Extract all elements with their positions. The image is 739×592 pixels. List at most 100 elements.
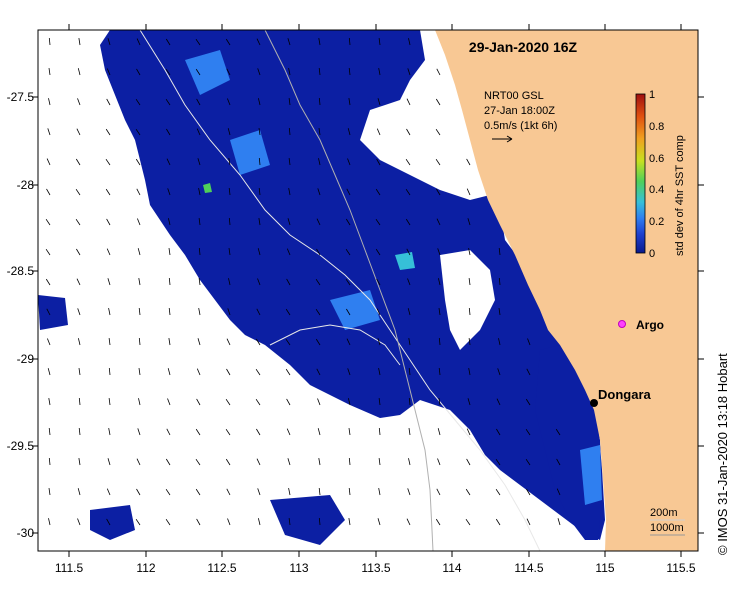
current-vector (106, 488, 111, 496)
land-area (435, 30, 698, 551)
current-vector (317, 398, 321, 406)
current-vector (497, 368, 501, 376)
current-vector (48, 488, 51, 496)
x-tick-label: 112.5 (207, 561, 236, 575)
sst-inner-gap (440, 250, 495, 350)
current-vector (348, 98, 351, 106)
current-vector (166, 128, 171, 136)
current-vector (226, 68, 231, 76)
current-vector (377, 338, 381, 346)
current-vector (406, 248, 411, 256)
map-frame (37, 29, 699, 552)
current-vector (288, 188, 291, 196)
current-vector (378, 488, 381, 496)
current-vector (105, 188, 111, 196)
colorbar (635, 93, 646, 254)
current-vector (318, 38, 321, 46)
legend-time: 27-Jan 18:00Z (484, 105, 555, 117)
current-vector (165, 68, 171, 76)
current-vector (77, 308, 81, 316)
current-vector (435, 518, 441, 526)
current-vector (287, 38, 291, 46)
current-vector (375, 218, 381, 226)
current-vector (228, 187, 231, 196)
current-vector (45, 278, 51, 286)
current-vector (227, 128, 231, 136)
current-vector (345, 218, 351, 226)
current-vector (136, 188, 141, 196)
current-vector (225, 428, 231, 436)
current-vector (347, 158, 351, 166)
legend-arrow (492, 135, 513, 143)
current-vector (75, 188, 81, 196)
y-axis-labels: -27.5 -28 -28.5 -29 -29.5 -30 (7, 90, 35, 540)
current-vector (286, 278, 291, 286)
current-vector (196, 128, 201, 136)
current-vector (468, 338, 471, 346)
current-vector (47, 338, 51, 346)
colorbar-tick-label: 0.6 (649, 153, 664, 165)
current-vector (168, 218, 171, 226)
current-vector (498, 247, 501, 256)
current-vector (255, 368, 261, 376)
current-vector (437, 428, 441, 436)
current-vector (137, 428, 141, 436)
current-vector (496, 428, 501, 436)
x-tick-label: 114 (442, 561, 461, 575)
current-vector (406, 128, 411, 136)
current-vector (78, 427, 81, 436)
current-vector (406, 518, 411, 526)
current-vector (375, 188, 381, 196)
current-vector (376, 158, 381, 166)
current-vector (48, 427, 51, 436)
current-vector (346, 308, 351, 316)
current-vector (168, 307, 171, 316)
current-vector (165, 518, 171, 526)
current-vector (408, 397, 411, 406)
current-vector (407, 488, 411, 496)
current-vector (378, 458, 381, 466)
y-tick-label: -29 (17, 352, 35, 366)
current-vector (345, 278, 351, 286)
current-vector (526, 488, 531, 496)
current-vector (167, 398, 171, 406)
current-vector (468, 368, 471, 376)
current-vector (136, 488, 141, 496)
current-vector (76, 278, 81, 286)
current-vector (288, 488, 291, 496)
current-vector (466, 458, 471, 466)
current-vector (347, 368, 351, 376)
current-vector (376, 308, 381, 316)
current-vector (255, 338, 261, 346)
current-vector (167, 368, 171, 376)
current-vector (317, 188, 321, 196)
current-vector (285, 308, 291, 316)
current-vector (226, 368, 231, 376)
current-vector (408, 338, 411, 346)
current-vector (466, 428, 471, 436)
current-vector (348, 67, 351, 76)
current-vector (347, 128, 351, 136)
current-vector (348, 518, 351, 526)
current-vector (468, 278, 471, 286)
current-vector (438, 398, 441, 406)
current-vector (468, 248, 471, 256)
current-vector (138, 307, 141, 316)
current-vector (226, 338, 231, 346)
current-vector (138, 398, 141, 406)
current-vector (287, 218, 291, 226)
current-vector (405, 218, 411, 226)
current-vector (348, 428, 351, 436)
y-tick-label: -28.5 (7, 264, 35, 278)
current-vector (258, 218, 261, 226)
sst-main-patch (100, 30, 605, 540)
x-tick-label: 115.5 (666, 561, 695, 575)
y-tick-label: -30 (17, 526, 35, 540)
current-vector (556, 458, 561, 466)
current-vector (345, 248, 351, 256)
current-vector (346, 338, 351, 346)
y-tick-label: -29.5 (7, 439, 35, 453)
current-vector (437, 458, 441, 466)
colorbar-label: std dev of 4hr SST comp (674, 135, 686, 256)
current-vector (256, 458, 261, 466)
